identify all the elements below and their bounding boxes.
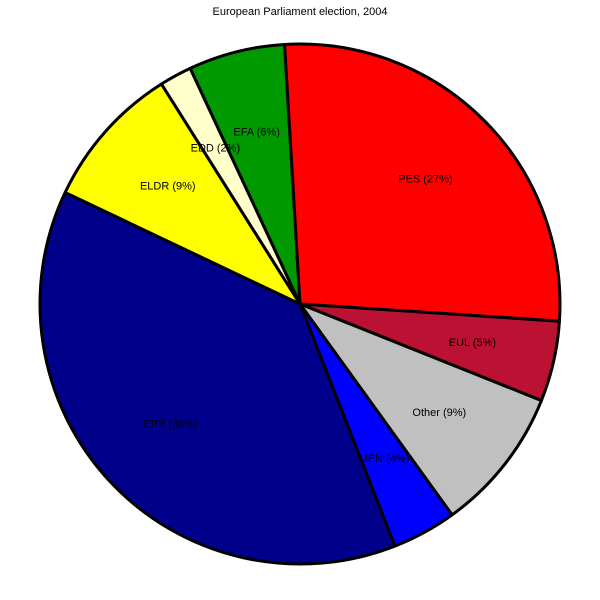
pie-chart: EFA (6%)PES (27%)EUL (5%)Other (9%)UEN (… xyxy=(0,24,600,584)
chart-title: European Parliament election, 2004 xyxy=(0,6,600,18)
pie-slice-pes xyxy=(285,44,560,321)
